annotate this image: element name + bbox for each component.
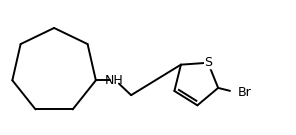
Text: Br: Br <box>237 86 251 99</box>
Text: NH: NH <box>104 74 123 87</box>
Text: S: S <box>204 56 212 69</box>
